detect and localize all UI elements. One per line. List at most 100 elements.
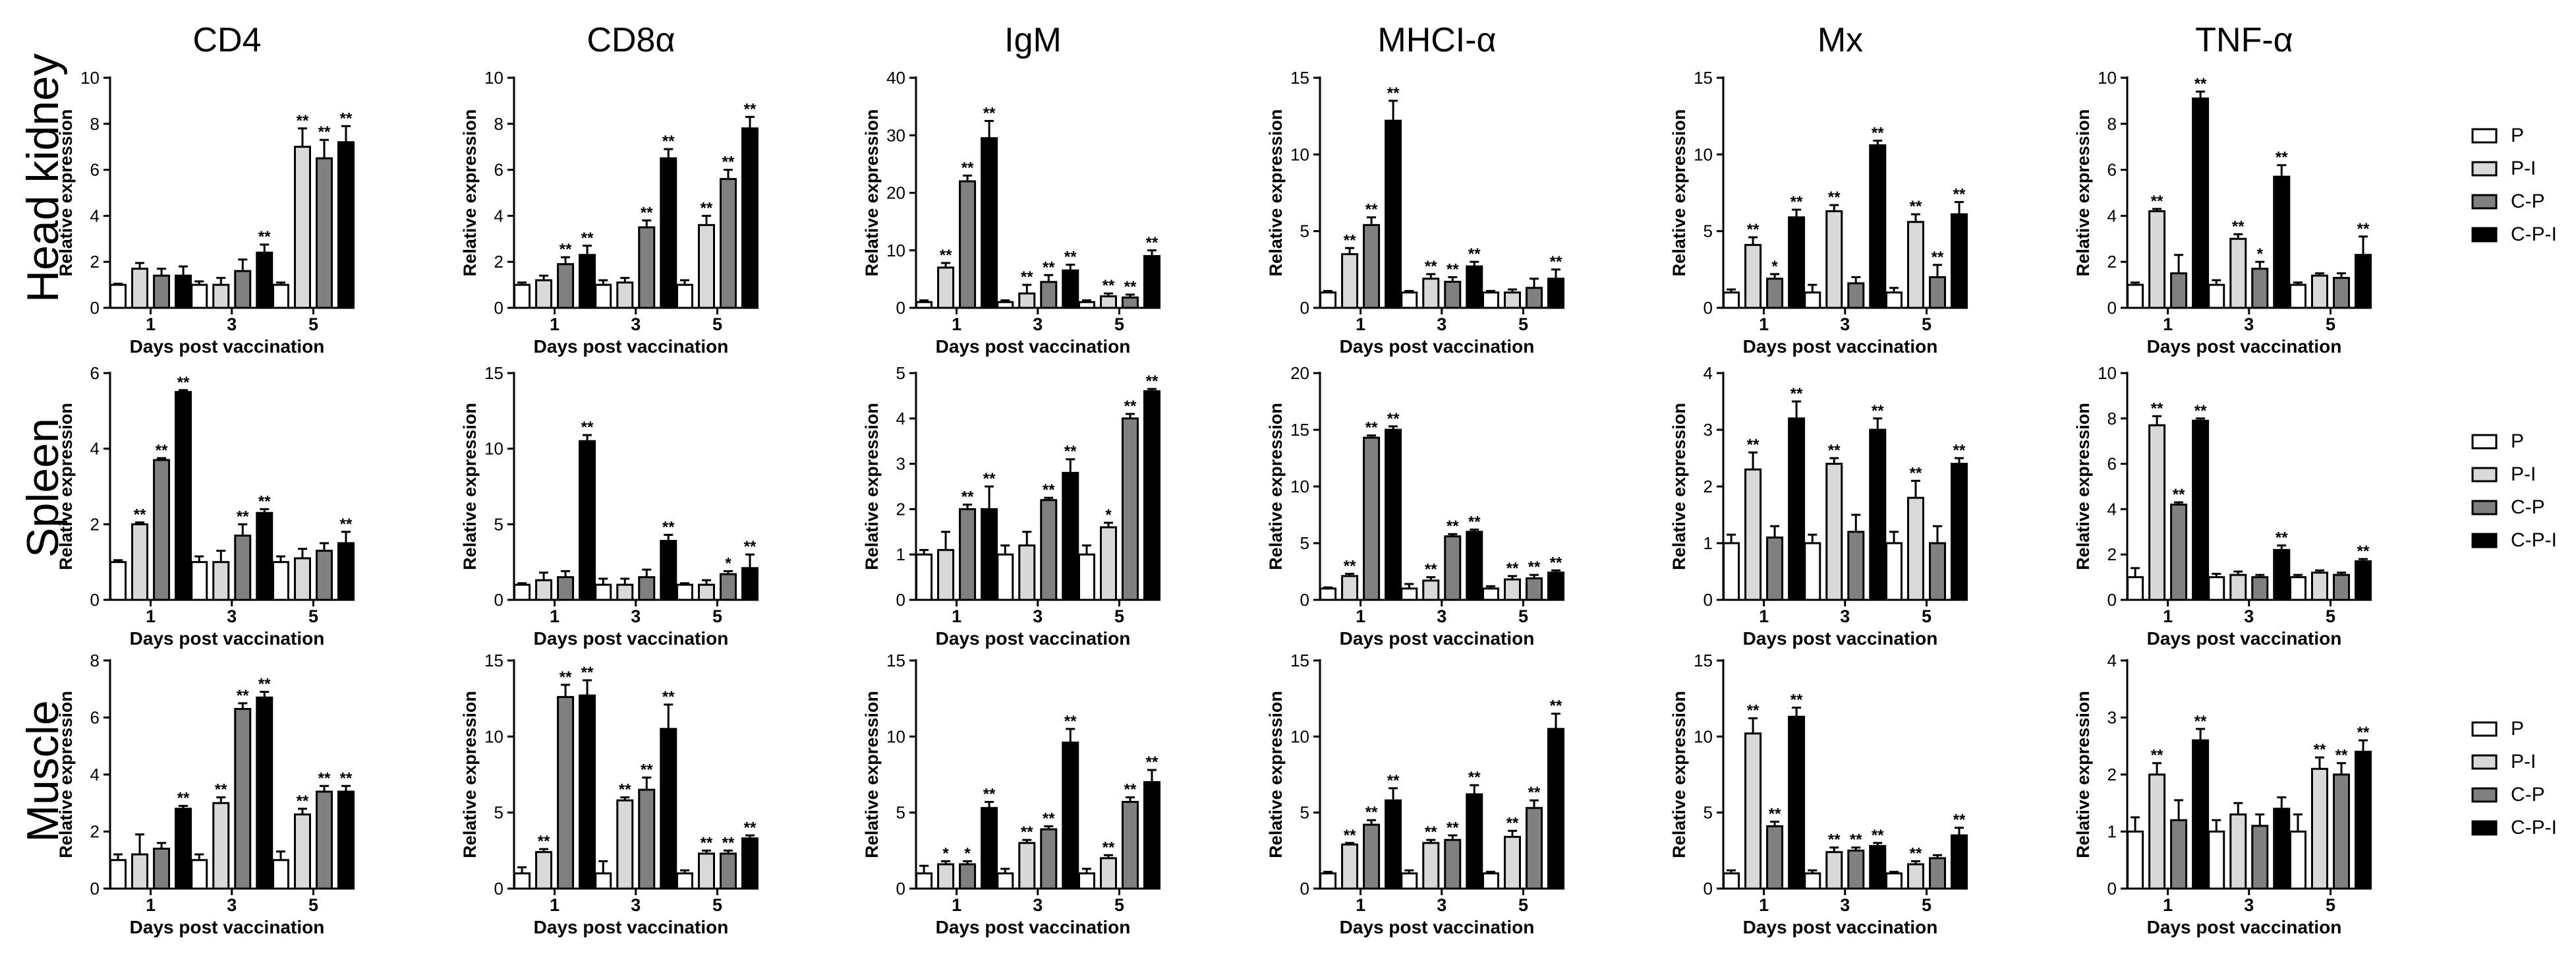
x-tick-label: 1 (1759, 895, 1769, 915)
significance-label: ** (538, 833, 550, 850)
significance-label: ** (662, 132, 675, 150)
bar (109, 859, 127, 890)
bar (557, 695, 575, 890)
x-tick-label: 1 (952, 314, 961, 334)
significance-label: ** (1043, 258, 1055, 276)
x-tick-label: 1 (2163, 606, 2173, 626)
bar (719, 178, 737, 309)
y-tick-label: 0 (494, 590, 503, 610)
bar (2127, 831, 2144, 890)
significance-label: ** (237, 508, 249, 525)
significance-label: ** (1043, 481, 1055, 499)
significance-label: * (1771, 258, 1778, 276)
bar (1744, 468, 1762, 601)
legend-label: C-P (2511, 191, 2545, 212)
significance-label: ** (340, 515, 353, 533)
y-tick-label: 4 (2107, 651, 2117, 670)
bar (1928, 542, 1946, 601)
x-tick-label: 1 (952, 895, 961, 915)
significance-label: ** (1387, 410, 1400, 428)
significance-label: ** (1425, 258, 1437, 276)
bar (2208, 576, 2225, 601)
significance-label: ** (177, 374, 190, 392)
bar (190, 859, 208, 890)
bar (675, 283, 693, 309)
legend-swatch (2471, 161, 2498, 177)
legend-label: C-P-I (2511, 817, 2557, 838)
bar (1143, 390, 1160, 601)
significance-label: ** (1910, 844, 1922, 862)
bar (272, 561, 289, 601)
bar (1547, 278, 1564, 309)
x-tick-label: 3 (1033, 314, 1043, 334)
bar (594, 283, 612, 309)
bar (1825, 851, 1843, 890)
y-tick-label: 0 (1703, 298, 1713, 318)
y-tick-label: 3 (1703, 420, 1713, 440)
x-tick-label: 3 (631, 606, 641, 626)
bar (337, 141, 355, 309)
bar (131, 853, 149, 890)
bar (1525, 807, 1543, 890)
significance-label: ** (1064, 249, 1077, 266)
significance-label: ** (662, 518, 675, 536)
significance-label: * (725, 554, 731, 572)
significance-label: ** (2151, 399, 2163, 417)
y-tick-label: 0 (90, 879, 100, 898)
bar (1525, 287, 1543, 309)
y-tick-label: 6 (2107, 454, 2117, 474)
bar (234, 708, 252, 890)
significance-label: ** (297, 112, 309, 130)
bar (2332, 773, 2350, 890)
bar (915, 301, 933, 309)
x-tick-label: 3 (1437, 314, 1446, 334)
bar (2289, 831, 2306, 890)
significance-label: ** (1910, 198, 1922, 216)
significance-label: ** (1953, 442, 1966, 459)
y-tick-label: 2 (2107, 252, 2117, 272)
y-tick-label: 15 (1290, 420, 1309, 440)
x-axis-label: Days post vaccination (1340, 336, 1535, 357)
y-tick-label: 0 (90, 298, 100, 318)
significance-label: ** (237, 687, 249, 705)
y-tick-label: 15 (484, 363, 503, 383)
x-axis-label: Days post vaccination (130, 336, 325, 357)
significance-label: ** (1446, 819, 1459, 837)
legend-swatch (2471, 467, 2498, 483)
significance-label: ** (1387, 772, 1400, 790)
bar (1906, 221, 1924, 309)
bar (1481, 872, 1499, 890)
y-tick-label: 15 (1290, 68, 1309, 88)
y-axis-label: Relative expression (1266, 109, 1286, 277)
x-tick-label: 1 (2163, 895, 2173, 915)
bar (256, 251, 273, 309)
bar (616, 583, 634, 601)
bar (337, 542, 355, 601)
bar (2310, 572, 2328, 601)
bar (638, 576, 656, 601)
y-tick-label: 10 (1290, 477, 1309, 496)
y-tick-label: 2 (494, 252, 503, 272)
bar (2229, 573, 2247, 601)
y-tick-label: 4 (494, 206, 503, 225)
significance-label: ** (1550, 697, 1562, 715)
y-tick-label: 0 (90, 590, 100, 610)
x-axis-label: Days post vaccination (130, 628, 325, 649)
significance-label: ** (1932, 249, 1944, 266)
y-tick-label: 30 (886, 125, 905, 145)
significance-label: ** (744, 538, 757, 556)
gene-title: CD4 (192, 21, 261, 59)
bar (109, 283, 127, 309)
y-tick-label: 5 (896, 363, 905, 383)
bar (1341, 575, 1359, 601)
bar (959, 508, 977, 601)
significance-label: ** (134, 506, 146, 523)
y-tick-label: 2 (1703, 477, 1713, 496)
significance-label: ** (1365, 804, 1378, 821)
significance-label: ** (641, 761, 653, 779)
bar (1018, 544, 1036, 601)
y-tick-label: 5 (1300, 533, 1309, 553)
bar (2251, 576, 2269, 601)
bar (1385, 428, 1402, 601)
x-tick-label: 1 (1759, 314, 1769, 334)
